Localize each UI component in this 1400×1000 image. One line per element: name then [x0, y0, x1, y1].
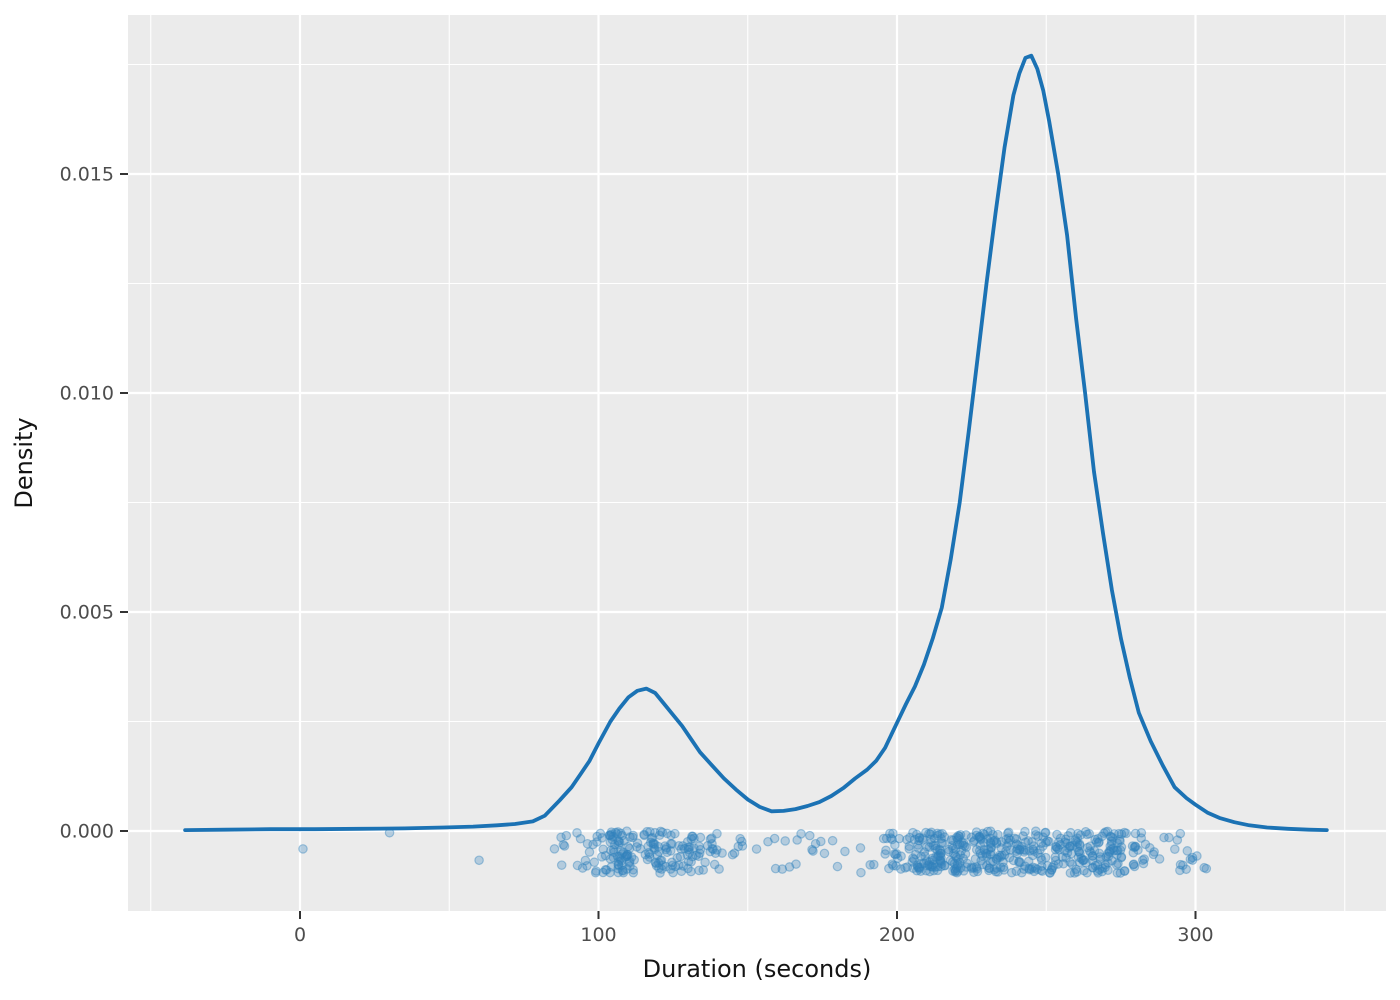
- y-tick-label: 0.015: [60, 164, 114, 186]
- y-tick-label: 0.000: [60, 821, 114, 843]
- y-axis-title: Density: [10, 417, 38, 508]
- x-tick-label: 300: [1177, 924, 1213, 946]
- density-curve: [183, 53, 1329, 832]
- x-tick-label: 200: [879, 924, 915, 946]
- minor-gridlines: [128, 15, 1386, 911]
- x-axis-tick-labels: 0 100 200 300: [294, 924, 1214, 946]
- x-tick-label: 100: [580, 924, 616, 946]
- y-tick-label: 0.010: [60, 383, 114, 405]
- y-axis-tick-labels: 0.000 0.005 0.010 0.015: [60, 164, 114, 843]
- axis-tick-marks: [120, 173, 1197, 919]
- plot-panel: [128, 15, 1386, 911]
- major-gridlines: [128, 15, 1386, 911]
- x-axis-title: Duration (seconds): [643, 955, 872, 983]
- jitter-points: [298, 826, 1212, 878]
- y-tick-label: 0.005: [60, 602, 114, 624]
- x-tick-label: 0: [294, 924, 306, 946]
